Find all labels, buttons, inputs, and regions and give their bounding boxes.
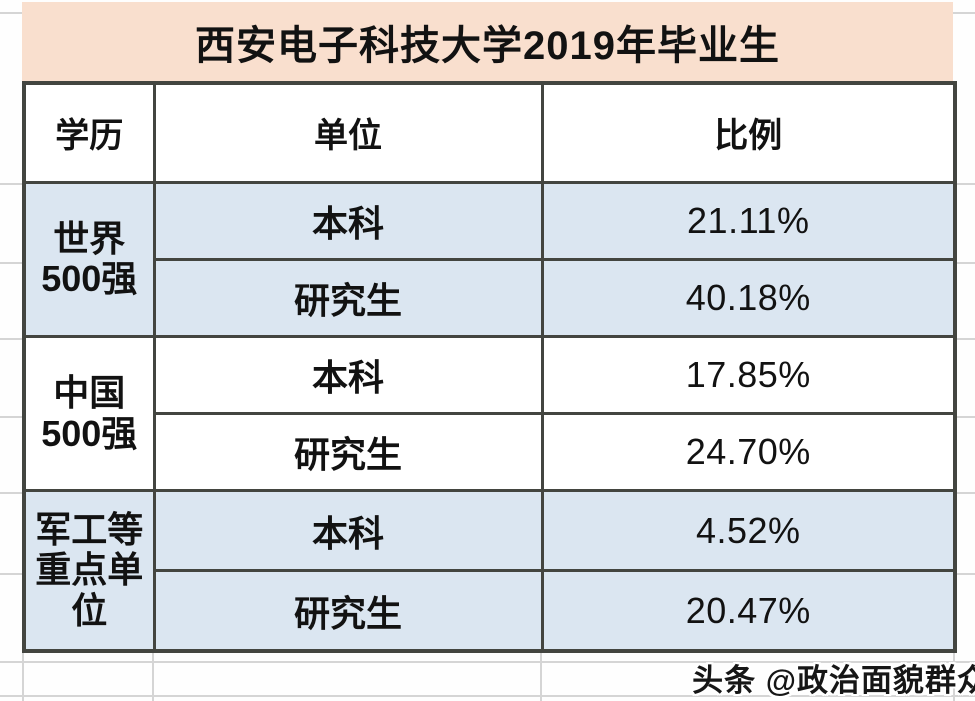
gridline — [953, 12, 975, 14]
table-row: 研究生 40.18% — [24, 257, 957, 339]
header-unit: 单位 — [152, 81, 544, 184]
ratio-cell: 17.85% — [540, 335, 957, 416]
gridline — [22, 653, 24, 701]
gridline — [953, 262, 975, 264]
unit-cell: 研究生 — [152, 257, 544, 339]
table-row: 军工等 重点单 位 本科 4.52% — [22, 489, 957, 653]
gridline — [953, 573, 975, 575]
gridline — [0, 695, 975, 697]
gridline — [0, 416, 22, 418]
unit-cell: 本科 — [152, 335, 544, 416]
ratio-cell: 4.52% — [540, 489, 957, 573]
gridline — [953, 183, 975, 185]
table-row: 世界 500强 本科 21.11% — [22, 180, 957, 339]
unit-cell: 研究生 — [152, 412, 544, 493]
table-header-row: 学历 单位 比例 — [22, 81, 957, 184]
gridline — [0, 338, 22, 340]
gridline — [0, 492, 22, 494]
unit-cell: 本科 — [152, 180, 544, 261]
graduates-table: 学历 单位 比例 世界 500强 本科 21.11% 研究生 40.18% 中国… — [22, 81, 957, 653]
ratio-cell: 24.70% — [540, 412, 957, 493]
group-label-military: 军工等 重点单 位 — [22, 489, 156, 653]
gridline — [953, 653, 955, 701]
title-banner: 西安电子科技大学2019年毕业生 — [22, 2, 953, 81]
graduates-table-wrap: 学历 单位 比例 世界 500强 本科 21.11% 研究生 40.18% 中国… — [22, 81, 957, 653]
header-ratio: 比例 — [540, 81, 957, 184]
gridline — [953, 492, 975, 494]
unit-cell: 本科 — [152, 489, 544, 573]
watermark: 头条 @政治面貌群众 — [692, 663, 975, 698]
gridline — [953, 338, 975, 340]
ratio-cell: 21.11% — [540, 180, 957, 261]
gridline — [0, 183, 22, 185]
gridline — [0, 12, 22, 14]
gridline — [953, 416, 975, 418]
gridline — [0, 661, 975, 663]
table-row: 研究生 24.70% — [24, 412, 957, 493]
gridline — [0, 262, 22, 264]
gridline — [152, 653, 154, 701]
ratio-cell: 40.18% — [540, 257, 957, 339]
group-label-china500: 中国 500强 — [22, 335, 156, 493]
header-degree: 学历 — [22, 81, 156, 184]
table-row: 研究生 20.47% — [24, 569, 957, 653]
gridline — [540, 653, 542, 701]
unit-cell: 研究生 — [152, 569, 544, 653]
table-row: 中国 500强 本科 17.85% — [22, 335, 957, 493]
ratio-cell: 20.47% — [540, 569, 957, 653]
gridline — [0, 573, 22, 575]
group-label-world500: 世界 500强 — [22, 180, 156, 339]
page-title: 西安电子科技大学2019年毕业生 — [195, 23, 780, 68]
